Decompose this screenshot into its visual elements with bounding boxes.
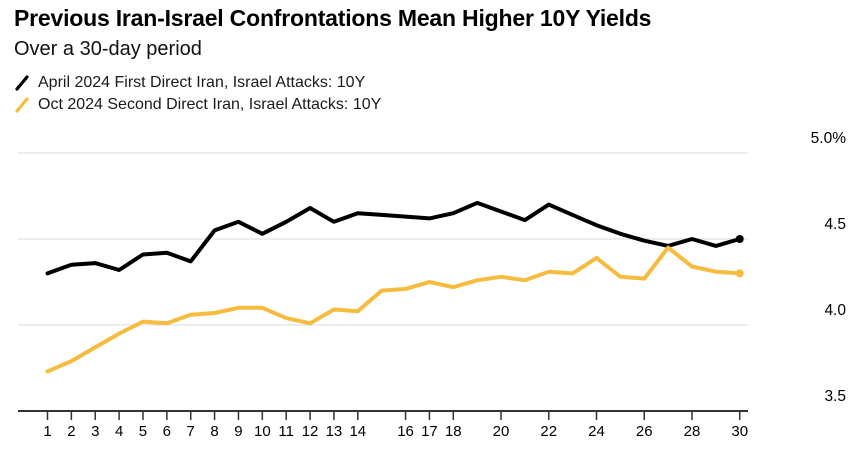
legend-slash-icon bbox=[15, 97, 29, 113]
x-axis-label-day-4: 4 bbox=[115, 423, 123, 440]
legend-label: Oct 2024 Second Direct Iran, Israel Atta… bbox=[38, 96, 382, 113]
x-axis-label-day-2: 2 bbox=[67, 423, 75, 440]
x-axis-label-day-5: 5 bbox=[139, 423, 147, 440]
y-axis-label-5.0%: 5.0% bbox=[811, 130, 847, 147]
series-line-oct-2024 bbox=[45, 245, 742, 374]
x-axis-label-day-8: 8 bbox=[210, 423, 218, 440]
chart-title: Previous Iran-Israel Confrontations Mean… bbox=[14, 5, 652, 31]
x-axis-label-day-3: 3 bbox=[91, 423, 99, 440]
x-axis-label-day-11: 11 bbox=[278, 423, 294, 440]
x-axis-label-day-7: 7 bbox=[187, 423, 195, 440]
y-axis-label-4.0: 4.0 bbox=[824, 302, 846, 319]
x-axis-label-day-28: 28 bbox=[684, 423, 701, 440]
x-axis-label-day-22: 22 bbox=[540, 423, 557, 440]
x-axis-label-day-9: 9 bbox=[234, 423, 242, 440]
legend-label: April 2024 First Direct Iran, Israel Att… bbox=[38, 74, 366, 91]
x-axis-label-day-10: 10 bbox=[254, 423, 271, 440]
x-axis-label-day-17: 17 bbox=[421, 423, 438, 440]
legend-item-oct-2024: Oct 2024 Second Direct Iran, Israel Atta… bbox=[14, 94, 381, 116]
x-axis-label-day-24: 24 bbox=[588, 423, 605, 440]
y-axis-label-4.5: 4.5 bbox=[824, 216, 846, 233]
legend: April 2024 First Direct Iran, Israel Att… bbox=[14, 72, 381, 116]
chart-subtitle: Over a 30-day period bbox=[14, 38, 202, 60]
y-axis-label-3.5: 3.5 bbox=[824, 388, 846, 405]
x-axis-label-day-16: 16 bbox=[397, 423, 414, 440]
x-axis-label-day-26: 26 bbox=[636, 423, 653, 440]
x-axis-label-day-20: 20 bbox=[493, 423, 510, 440]
x-axis-label-day-30: 30 bbox=[731, 423, 748, 440]
legend-item-april-2024: April 2024 First Direct Iran, Israel Att… bbox=[14, 72, 381, 94]
x-axis-label-day-1: 1 bbox=[43, 423, 51, 440]
legend-slash-icon bbox=[15, 75, 29, 91]
x-axis-label-day-14: 14 bbox=[349, 423, 366, 440]
x-axis-label-day-6: 6 bbox=[163, 423, 171, 440]
x-axis-label-day-12: 12 bbox=[302, 423, 319, 440]
x-axis-label-day-13: 13 bbox=[326, 423, 343, 440]
x-axis-label-day-18: 18 bbox=[445, 423, 462, 440]
series-line-april-2024 bbox=[45, 200, 742, 276]
series-endpoint-dot-april-2024 bbox=[735, 235, 744, 243]
series-endpoint-dot-oct-2024 bbox=[735, 269, 744, 278]
